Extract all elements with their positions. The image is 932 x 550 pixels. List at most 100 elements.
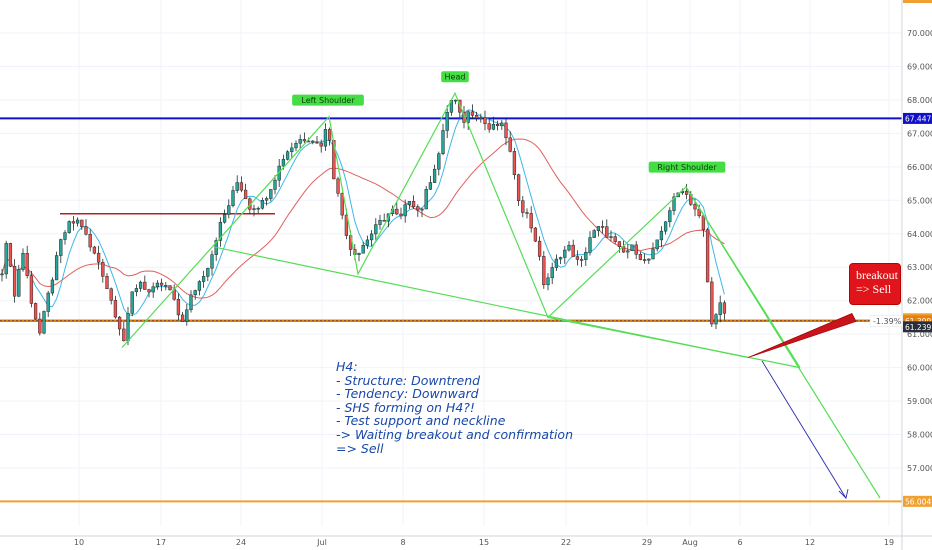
candle xyxy=(365,235,370,249)
candle-body xyxy=(260,200,265,209)
pattern-label-text: Right Shoulder xyxy=(657,163,717,172)
candle xyxy=(466,110,470,130)
candle xyxy=(705,227,710,283)
candle xyxy=(668,207,672,228)
candle xyxy=(67,220,71,234)
candle-body xyxy=(197,281,202,291)
candle-body xyxy=(445,112,449,131)
y-tick-label: 60.000 xyxy=(907,364,932,373)
candle-body xyxy=(378,220,382,225)
badge-box xyxy=(903,112,932,124)
candle-body xyxy=(17,269,21,297)
candle xyxy=(117,315,122,336)
candle-body xyxy=(189,294,193,311)
projection-arrowhead xyxy=(838,489,849,500)
candle-body xyxy=(466,111,470,123)
candle-body xyxy=(642,259,647,261)
candle xyxy=(54,251,59,281)
candle-body xyxy=(319,142,323,147)
candle xyxy=(25,245,29,279)
price-scale-handle xyxy=(903,0,932,3)
candle-body xyxy=(239,182,244,191)
candle-body xyxy=(382,220,386,222)
candle-body xyxy=(710,281,714,325)
candle-body xyxy=(605,226,609,238)
candle xyxy=(407,201,412,210)
candle-body xyxy=(134,288,139,293)
candle-body xyxy=(164,285,168,287)
candle-body xyxy=(395,208,399,215)
candle xyxy=(294,140,298,152)
candle xyxy=(479,113,483,123)
candle xyxy=(453,99,458,105)
candle xyxy=(42,310,46,335)
candle xyxy=(319,139,323,153)
candle xyxy=(210,250,214,276)
candle-body xyxy=(361,245,365,254)
candle xyxy=(302,132,307,143)
candle xyxy=(579,256,584,267)
moving-averages xyxy=(1,109,725,316)
candle xyxy=(533,226,538,243)
y-tick-label: 61.000 xyxy=(907,330,932,339)
chart-grid xyxy=(0,0,902,526)
candle-body xyxy=(25,252,29,276)
candle xyxy=(235,175,239,194)
candle xyxy=(609,230,613,242)
candle-body xyxy=(201,276,206,282)
x-tick-label: Aug xyxy=(682,538,698,547)
candle-body xyxy=(340,193,344,216)
candle-body xyxy=(302,139,307,142)
candle-body xyxy=(336,178,340,194)
horizontal-levels xyxy=(0,117,902,503)
candle-body xyxy=(168,285,172,291)
x-tick-label: 12 xyxy=(805,538,815,547)
candle xyxy=(550,262,554,285)
callout-pointer xyxy=(747,313,857,358)
candle xyxy=(508,131,512,153)
candle xyxy=(516,173,521,207)
candle xyxy=(172,284,176,301)
candle xyxy=(231,185,235,208)
candle-body xyxy=(147,289,151,293)
breakout-callout[interactable]: breakout => Sell xyxy=(849,263,901,305)
y-tick-label: 66.000 xyxy=(907,163,932,172)
candle xyxy=(546,273,550,291)
candle xyxy=(336,176,340,197)
candle-body xyxy=(176,299,181,316)
candle xyxy=(50,277,55,296)
pattern-label-text: Left Shoulder xyxy=(301,96,355,105)
candle xyxy=(647,258,651,264)
candle-body xyxy=(42,311,46,334)
candle-body xyxy=(54,255,59,281)
candle xyxy=(189,290,193,313)
note-line: - Structure: Downtrend xyxy=(336,372,481,388)
candle-body xyxy=(4,243,8,275)
candle xyxy=(75,217,80,227)
candle xyxy=(134,284,139,297)
candle-body xyxy=(403,204,407,217)
candle-body xyxy=(500,122,504,127)
candle-body xyxy=(479,117,483,119)
candle xyxy=(361,241,365,254)
candle-body xyxy=(357,252,361,255)
candle-body xyxy=(558,257,563,260)
candle xyxy=(718,295,722,323)
badge-box xyxy=(903,495,932,507)
candle xyxy=(239,176,244,193)
candle-body xyxy=(487,123,491,130)
candle-body xyxy=(529,213,533,229)
candle xyxy=(584,247,588,266)
candle-body xyxy=(33,303,38,320)
candle xyxy=(600,220,605,234)
candle xyxy=(151,282,155,298)
candle-body xyxy=(88,234,92,248)
candle-body xyxy=(285,151,290,160)
x-tick-label: 15 xyxy=(479,538,489,547)
x-tick-label: 19 xyxy=(884,538,894,547)
pattern-label-box xyxy=(648,161,726,173)
candle-body xyxy=(159,282,164,286)
y-tick-label: 59.000 xyxy=(907,397,932,406)
